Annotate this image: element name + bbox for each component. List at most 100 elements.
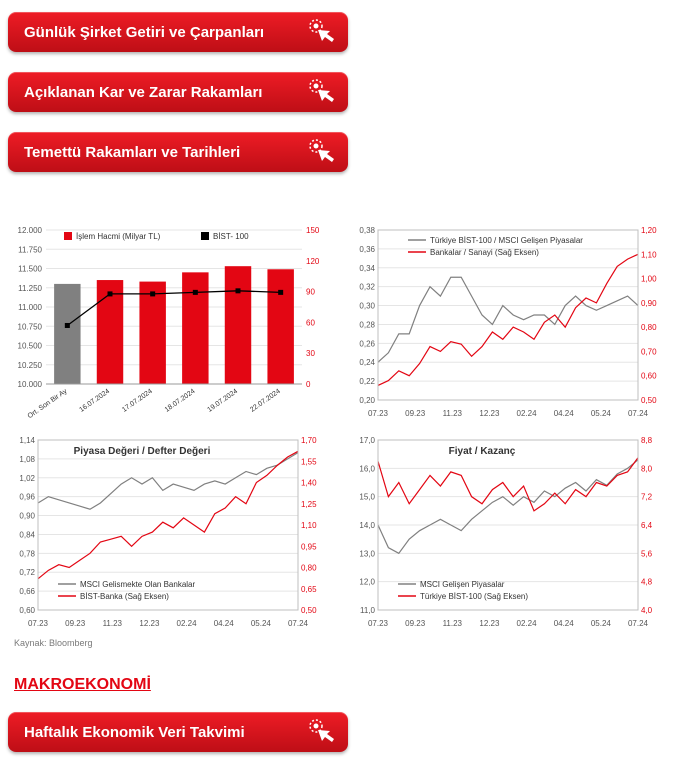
svg-text:8,8: 8,8 [641,436,653,445]
weekly-calendar-button[interactable]: Haftalık Ekonomik Veri Takvimi [8,712,348,752]
svg-text:11.23: 11.23 [103,619,123,628]
svg-text:11.250: 11.250 [18,284,42,293]
svg-text:Piyasa Değeri / Defter Değeri: Piyasa Değeri / Defter Değeri [74,446,211,457]
tap-icon [306,716,338,748]
svg-text:İşlem Hacmi (Milyar TL): İşlem Hacmi (Milyar TL) [76,232,161,241]
svg-text:17,0: 17,0 [359,436,375,445]
svg-text:07.24: 07.24 [628,409,649,418]
svg-text:7,2: 7,2 [641,493,653,502]
svg-text:11.23: 11.23 [443,409,463,418]
svg-text:8,0: 8,0 [641,464,653,473]
svg-text:0,20: 0,20 [359,396,375,405]
svg-text:0,24: 0,24 [359,358,375,367]
svg-text:0,22: 0,22 [359,377,375,386]
svg-text:04.24: 04.24 [214,619,235,628]
returns-multiples-button[interactable]: Günlük Şirket Getiri ve Çarpanları [8,12,348,52]
svg-text:1,10: 1,10 [641,250,657,259]
svg-text:1,40: 1,40 [301,479,317,488]
svg-text:0,30: 0,30 [359,302,375,311]
tap-icon [306,16,338,48]
chart-msci-banks: 0,20 0,22 0,24 0,26 0,28 0,30 0,32 0,34 0,36 0,38… [348,222,668,422]
svg-text:11.23: 11.23 [443,619,463,628]
svg-text:10.750: 10.750 [18,322,43,331]
svg-text:17.07.2024: 17.07.2024 [121,388,154,414]
svg-text:07.24: 07.24 [288,619,309,628]
svg-text:150: 150 [306,226,320,235]
svg-text:04.24: 04.24 [554,619,575,628]
svg-text:Türkiye BİST-100 / MSCI Gelişe: Türkiye BİST-100 / MSCI Gelişen Piyasala… [430,236,583,245]
macro-section-title: MAKROEKONOMİ [14,676,668,694]
svg-text:Türkiye BİST-100 (Sağ Eksen): Türkiye BİST-100 (Sağ Eksen) [420,592,528,601]
svg-text:1,00: 1,00 [641,275,657,284]
svg-text:0,80: 0,80 [641,323,657,332]
svg-text:1,55: 1,55 [301,457,317,466]
svg-text:0,34: 0,34 [359,264,375,273]
svg-text:0,26: 0,26 [359,339,375,348]
source-footnote: Kaynak: Bloomberg [14,638,668,648]
svg-text:MSCI Gelişen Piyasalar: MSCI Gelişen Piyasalar [420,580,505,589]
svg-text:Bankalar / Sanayi (Sağ Eksen): Bankalar / Sanayi (Sağ Eksen) [430,248,539,257]
earnings-button[interactable]: Açıklanan Kar ve Zarar Rakamları [8,72,348,112]
svg-text:12.23: 12.23 [479,619,500,628]
svg-text:13,0: 13,0 [359,549,375,558]
svg-text:09.23: 09.23 [65,619,86,628]
svg-text:0,95: 0,95 [301,542,317,551]
svg-text:18.07.2024: 18.07.2024 [164,388,197,414]
svg-text:0,90: 0,90 [19,512,35,521]
svg-text:05.24: 05.24 [591,619,612,628]
svg-text:0,36: 0,36 [359,245,375,254]
button-label: Haftalık Ekonomik Veri Takvimi [24,724,332,741]
svg-text:6,4: 6,4 [641,521,653,530]
svg-text:15,0: 15,0 [359,493,375,502]
svg-text:0,78: 0,78 [19,549,35,558]
svg-text:10.500: 10.500 [18,342,43,351]
svg-text:0,60: 0,60 [19,606,35,615]
svg-text:0,90: 0,90 [641,299,657,308]
svg-text:07.23: 07.23 [368,409,389,418]
svg-text:0,32: 0,32 [359,283,375,292]
svg-text:0,38: 0,38 [359,226,375,235]
svg-text:30: 30 [306,349,315,358]
svg-text:0,28: 0,28 [359,320,375,329]
svg-text:BİST- 100: BİST- 100 [213,232,249,241]
svg-text:14,0: 14,0 [359,521,375,530]
svg-text:0,60: 0,60 [641,372,657,381]
svg-text:BİST-Banka (Sağ Eksen): BİST-Banka (Sağ Eksen) [80,592,169,601]
svg-text:0,96: 0,96 [19,493,35,502]
svg-text:1,20: 1,20 [641,226,657,235]
svg-text:0,72: 0,72 [19,568,35,577]
svg-text:11.000: 11.000 [18,303,42,312]
tap-icon [306,136,338,168]
svg-text:0,70: 0,70 [641,347,657,356]
svg-text:60: 60 [306,318,315,327]
svg-text:05.24: 05.24 [591,409,612,418]
svg-text:04.24: 04.24 [554,409,575,418]
dividends-button[interactable]: Temettü Rakamları ve Tarihleri [8,132,348,172]
svg-text:02.24: 02.24 [517,619,538,628]
svg-text:Fiyat / Kazanç: Fiyat / Kazanç [449,446,516,457]
svg-text:22.07.2024: 22.07.2024 [249,388,282,414]
svg-text:Ort. Son Bir Ay: Ort. Son Bir Ay [27,388,69,421]
button-label: Temettü Rakamları ve Tarihleri [24,144,332,161]
svg-text:1,08: 1,08 [19,455,35,464]
button-label: Açıklanan Kar ve Zarar Rakamları [24,84,332,101]
svg-text:0,50: 0,50 [301,606,317,615]
chart-pe: 11,012,013,014,015,016,017,04,04,85,66,4… [348,432,668,632]
svg-text:1,14: 1,14 [19,436,35,445]
svg-text:0,80: 0,80 [301,564,317,573]
svg-text:11.500: 11.500 [18,265,42,274]
svg-text:11,0: 11,0 [360,606,376,615]
svg-text:4,8: 4,8 [641,578,653,587]
svg-text:0,50: 0,50 [641,396,657,405]
svg-text:5,6: 5,6 [641,549,653,558]
svg-text:1,25: 1,25 [301,500,317,509]
svg-text:07.23: 07.23 [28,619,49,628]
svg-text:16.07.2024: 16.07.2024 [78,388,111,414]
svg-text:16,0: 16,0 [359,464,375,473]
svg-text:05.24: 05.24 [251,619,272,628]
chart-volume-bist: 10.00010.25010.50010.75011.00011.25011.5… [8,222,328,422]
svg-text:12.23: 12.23 [139,619,160,628]
svg-text:10.250: 10.250 [18,361,43,370]
svg-text:12.000: 12.000 [18,226,43,235]
svg-text:MSCI Gelismekte Olan Bankalar: MSCI Gelismekte Olan Bankalar [80,580,195,589]
